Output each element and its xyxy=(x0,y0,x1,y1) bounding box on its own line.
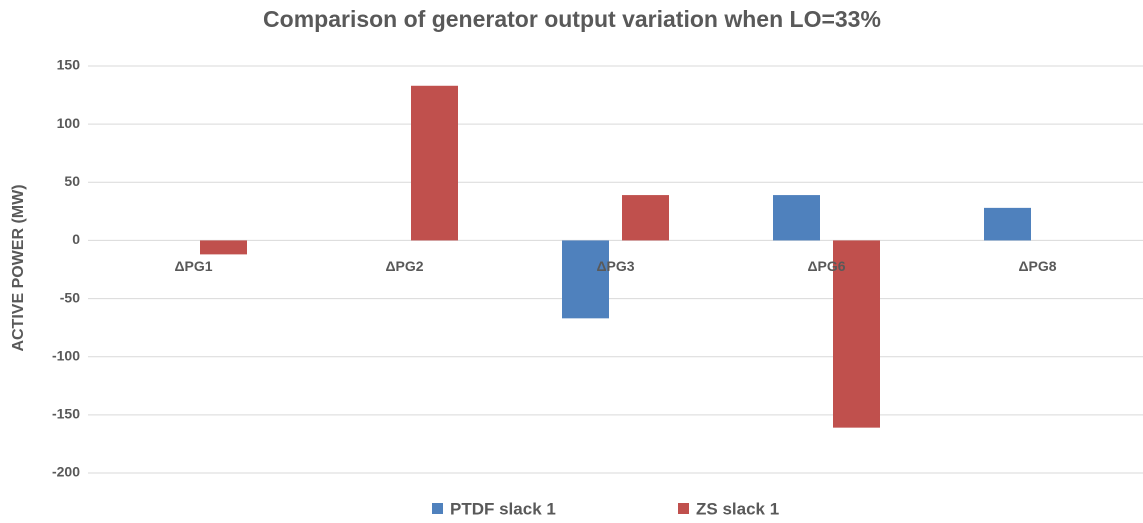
bar xyxy=(773,195,820,241)
bar xyxy=(984,207,1031,241)
y-axis-label: ACTIVE POWER (MW) xyxy=(10,184,27,351)
x-tick-label: ΔPG6 xyxy=(807,258,845,274)
x-tick-label: ΔPG1 xyxy=(174,258,212,274)
legend-swatch xyxy=(678,503,689,514)
x-tick-label: ΔPG2 xyxy=(385,258,423,274)
legend-label: ZS slack 1 xyxy=(696,499,779,518)
x-tick-label: ΔPG8 xyxy=(1018,258,1056,274)
bar xyxy=(411,85,458,241)
y-tick-label: -50 xyxy=(60,289,80,305)
y-tick-label: -150 xyxy=(52,406,80,422)
y-tick-label: -100 xyxy=(52,347,80,363)
bar xyxy=(622,195,669,241)
bar xyxy=(833,240,880,428)
legend-label: PTDF slack 1 xyxy=(450,499,556,518)
y-tick-label: 150 xyxy=(57,57,81,73)
chart-title: Comparison of generator output variation… xyxy=(263,6,881,32)
y-tick-label: 0 xyxy=(72,231,80,247)
bar xyxy=(562,240,609,319)
y-tick-label: 100 xyxy=(57,115,81,131)
y-tick-label: -200 xyxy=(52,464,80,480)
x-tick-label: ΔPG3 xyxy=(596,258,634,274)
legend-swatch xyxy=(432,503,443,514)
y-tick-label: 50 xyxy=(64,173,80,189)
bar xyxy=(200,240,247,255)
